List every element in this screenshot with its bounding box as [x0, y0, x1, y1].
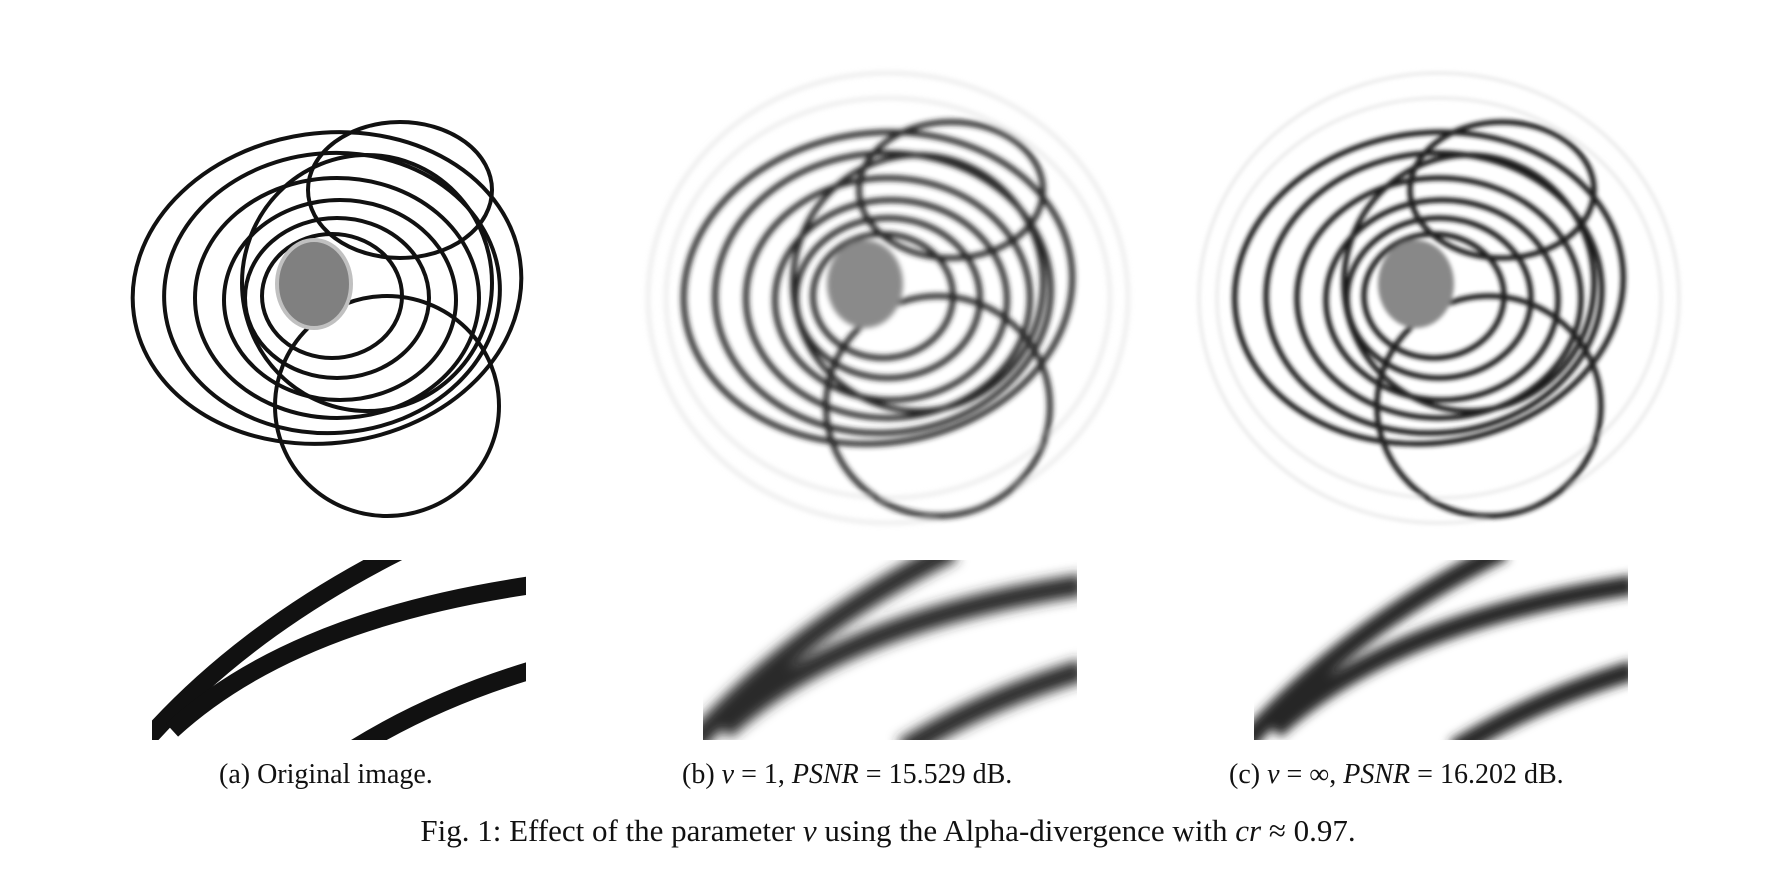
figure-caption-rel: ≈ — [1268, 813, 1286, 848]
reconstruction-nu-1-zoom — [703, 560, 1077, 740]
caption-b-tag: (b) — [682, 759, 715, 790]
reconstruction-nu-inf-image — [1184, 48, 1694, 558]
caption-b-nu-eq: = 1, — [741, 759, 785, 790]
original-image — [82, 48, 592, 558]
original-zoom — [152, 560, 526, 740]
caption-c: (c) ν = ∞, PSNR = 16.202 dB. — [1229, 758, 1564, 792]
gray-disk — [275, 238, 353, 330]
caption-b-unit: dB. — [972, 759, 1013, 790]
caption-b: (b) ν = 1, PSNR = 15.529 dB. — [682, 758, 1012, 792]
figure-caption-mid: using the Alpha-divergence with — [824, 813, 1228, 848]
figure-caption: Fig. 1: Effect of the parameter ν using … — [0, 812, 1776, 850]
caption-a-text: Original image. — [257, 759, 433, 790]
figure-caption-pre: Effect of the parameter — [509, 813, 796, 848]
reconstruction-nu-inf-zoom — [1254, 560, 1628, 740]
figure-label: Fig. 1: — [420, 813, 502, 848]
caption-c-nu-eq: = ∞, — [1286, 759, 1337, 790]
caption-b-psnr-label: PSNR — [791, 759, 859, 790]
caption-c-psnr-value: 16.202 — [1439, 759, 1517, 790]
caption-c-psnr-eq: = — [1417, 759, 1433, 790]
caption-a-tag: (a) — [219, 759, 251, 790]
figure-caption-symbol: ν — [802, 813, 817, 848]
figure-caption-value: 0.97. — [1293, 813, 1356, 848]
caption-c-nu: ν — [1267, 759, 1280, 790]
caption-b-psnr-value: 15.529 — [888, 759, 966, 790]
caption-c-unit: dB. — [1523, 759, 1564, 790]
caption-c-psnr-label: PSNR — [1343, 759, 1411, 790]
caption-a: (a) Original image. — [219, 758, 433, 792]
figure-caption-var: cr — [1235, 813, 1262, 848]
caption-b-nu: ν — [721, 759, 735, 790]
caption-b-psnr-eq: = — [865, 759, 882, 790]
reconstruction-nu-1-image — [633, 48, 1143, 558]
caption-c-tag: (c) — [1229, 759, 1261, 790]
